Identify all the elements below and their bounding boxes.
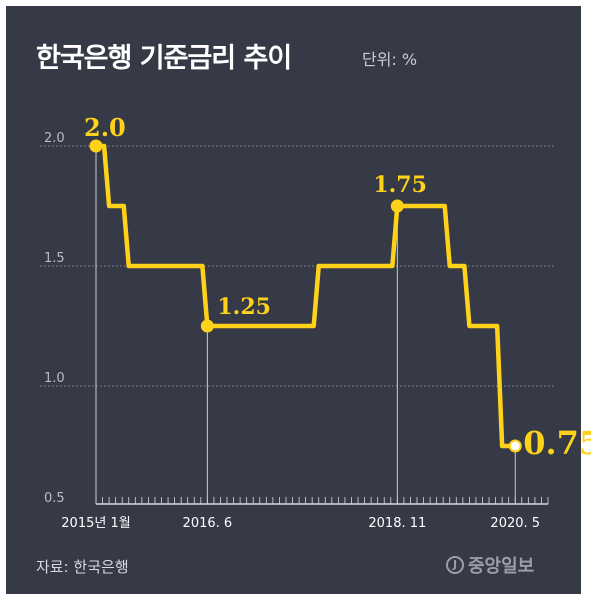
x-tick-label: 2018. 11 — [368, 516, 426, 531]
data-label: 1.75 — [373, 172, 427, 198]
logo-mark-icon: J — [446, 556, 464, 574]
data-point-marker — [508, 439, 522, 453]
x-tick-label: 2020. 5 — [490, 516, 540, 531]
data-point-marker — [390, 199, 404, 213]
grid-layer: 2.0 1.5 1.0 0.5 — [40, 131, 556, 506]
chart-card — [6, 6, 581, 594]
data-point-marker — [200, 319, 214, 333]
data-label: 1.25 — [217, 294, 271, 320]
x-axis: 2015년 1월 2016. 6 2018. 11 2020. 5 — [61, 146, 549, 531]
data-point-marker — [89, 139, 103, 153]
source-note: 자료: 한국은행 — [36, 558, 129, 576]
y-tick-label: 2.0 — [44, 131, 65, 146]
publisher-logo: J 중앙일보 — [446, 552, 534, 578]
data-label: 2.0 — [84, 113, 126, 142]
y-tick-label: 0.5 — [44, 491, 65, 506]
data-label: 0.75 — [523, 424, 591, 462]
series-line-layer — [93, 143, 518, 449]
x-tick-label: 2016. 6 — [183, 516, 233, 531]
y-tick-label: 1.0 — [44, 371, 65, 386]
chart-title: 한국은행 기준금리 추이 — [36, 43, 292, 74]
logo-text: 중앙일보 — [468, 556, 535, 577]
x-tick-label: 2015년 1월 — [61, 516, 130, 531]
unit-label: 단위: % — [362, 50, 418, 69]
rate-series-line — [93, 143, 518, 449]
y-tick-label: 1.5 — [44, 251, 65, 266]
data-label-layer: 2.0 1.25 1.75 0.75 — [84, 113, 591, 462]
